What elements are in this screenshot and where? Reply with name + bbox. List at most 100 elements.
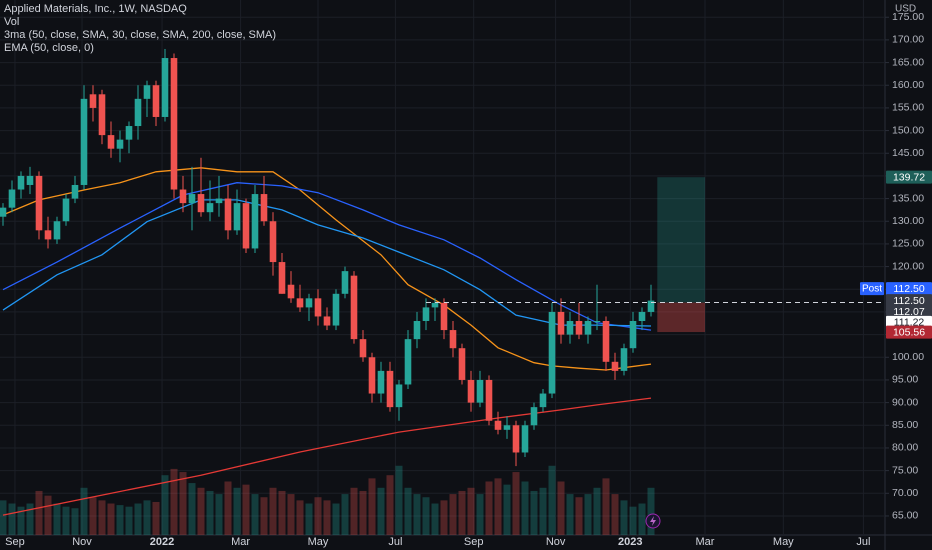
grid — [0, 0, 885, 535]
candle-body — [53, 221, 61, 240]
x-tick-label: Mar — [696, 536, 715, 548]
candle-body — [116, 139, 124, 149]
volume-bar — [80, 487, 88, 535]
volume-bar — [161, 475, 169, 535]
volume-bar — [206, 490, 214, 535]
position-loss-zone — [657, 302, 705, 333]
candle-body — [269, 221, 277, 263]
moving-average — [2, 397, 652, 516]
candle-body — [287, 284, 295, 299]
y-tick-label: 85.00 — [892, 419, 918, 431]
volume-bar — [359, 490, 367, 535]
candle-body — [17, 175, 25, 190]
y-tick-label: 125.00 — [892, 238, 924, 250]
volume-bar — [341, 494, 349, 535]
candle-body — [8, 189, 16, 208]
moving-average — [2, 199, 652, 327]
volume-bar — [233, 487, 241, 535]
candle-body — [260, 194, 268, 222]
candle-body — [539, 393, 547, 408]
candle-body — [224, 198, 232, 231]
volume-bar — [404, 487, 412, 535]
candle-body — [341, 271, 349, 294]
volume-bar — [170, 468, 178, 535]
y-tick-label: 145.00 — [892, 147, 924, 159]
x-tick-label: Nov — [546, 536, 566, 548]
candle-body — [404, 339, 412, 385]
volume — [0, 465, 655, 535]
volume-bar — [323, 500, 331, 535]
candle-body — [314, 298, 322, 317]
candle-body — [557, 311, 565, 335]
volume-bar — [26, 503, 34, 535]
event-icon-bolt — [650, 516, 656, 526]
volume-bar — [368, 478, 376, 535]
candle-body — [89, 94, 97, 108]
volume-bar — [512, 472, 520, 535]
candle-body — [395, 384, 403, 408]
volume-bar — [107, 503, 115, 535]
x-tick-label: Sep — [5, 536, 25, 548]
volume-bar — [413, 494, 421, 535]
y-tick-label: 95.00 — [892, 374, 918, 386]
candle-body — [80, 98, 88, 185]
candle-body — [449, 330, 457, 349]
volume-bar — [188, 483, 196, 535]
y-tick-label: 100.00 — [892, 351, 924, 363]
candle-body — [215, 198, 223, 204]
candle-body — [458, 348, 466, 380]
y-tick-label: 130.00 — [892, 215, 924, 227]
volume-bar — [35, 490, 43, 535]
candle-body — [566, 321, 574, 335]
y-tick-label: 155.00 — [892, 102, 924, 114]
candle-body — [107, 135, 115, 149]
volume-bar — [125, 506, 133, 535]
position-profit-zone — [657, 177, 705, 303]
candle-body — [98, 94, 106, 136]
volume-bar — [287, 494, 295, 535]
candle-body — [422, 307, 430, 321]
candle-body — [35, 175, 43, 231]
volume-bar — [332, 503, 340, 535]
legend-entry: Vol — [4, 16, 19, 28]
candle-body — [278, 262, 286, 294]
candle-body — [467, 379, 475, 403]
candle-body — [143, 85, 151, 99]
entry-badge — [886, 305, 932, 319]
candle-body — [134, 98, 142, 127]
y-tick-label: 65.00 — [892, 510, 918, 522]
candle-body — [71, 184, 79, 199]
post-badge — [886, 282, 932, 296]
volume-bar — [89, 497, 97, 535]
moving-average — [2, 182, 652, 331]
volume-bar — [467, 487, 475, 535]
candle-body — [242, 203, 250, 249]
volume-bar — [584, 494, 592, 535]
y-tick-label: 165.00 — [892, 56, 924, 68]
candle-body — [188, 194, 196, 204]
x-tick-label: Sep — [464, 536, 484, 548]
volume-bar — [440, 500, 448, 535]
volume-bar — [611, 494, 619, 535]
candle-body — [197, 194, 205, 213]
candle-body — [521, 425, 529, 453]
legend-entry: EMA (50, close, 0) — [4, 42, 94, 54]
candle-body — [233, 203, 241, 231]
candle-body — [332, 293, 340, 326]
x-tick-label: 2022 — [150, 536, 174, 548]
last-label: 112.50 — [893, 295, 924, 307]
y-tick-label: 135.00 — [892, 192, 924, 204]
volume-bar — [269, 487, 277, 535]
volume-bar — [350, 487, 358, 535]
volume-bar — [629, 506, 637, 535]
candle-body — [170, 58, 178, 190]
volume-bar — [116, 505, 124, 535]
candle-body — [44, 230, 52, 240]
candle-body — [179, 189, 187, 204]
volume-bar — [647, 487, 655, 535]
currency: USD — [895, 4, 916, 15]
volume-bar — [458, 490, 466, 535]
x-tick-label: Mar — [231, 536, 250, 548]
volume-bar — [197, 487, 205, 535]
